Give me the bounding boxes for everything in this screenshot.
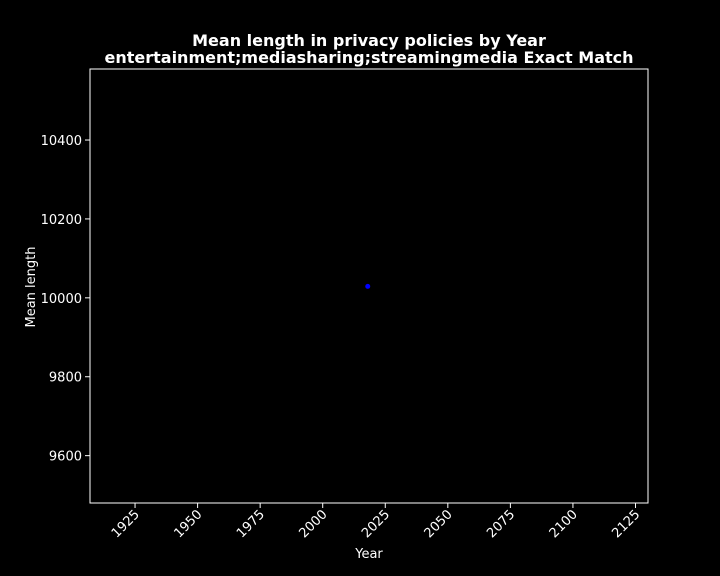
y-tick-label: 9600 — [49, 450, 82, 465]
x-tick-label: 2125 — [609, 507, 643, 541]
chart-title-line-1: Mean length in privacy policies by Year — [192, 31, 546, 50]
x-tick-label: 2025 — [359, 507, 393, 541]
y-axis: 9600 9800 10000 10200 10400 — [41, 134, 90, 465]
x-tick-label: 1975 — [234, 507, 268, 541]
y-axis-label: Mean length — [24, 247, 39, 328]
x-tick-label: 2100 — [547, 507, 581, 541]
y-tick-label: 9800 — [49, 371, 82, 386]
y-tick-label: 10200 — [41, 213, 82, 228]
x-tick-label: 2075 — [484, 507, 518, 541]
x-axis-label: Year — [354, 547, 383, 562]
data-points — [365, 283, 371, 289]
data-point — [365, 283, 371, 289]
x-tick-label: 1925 — [109, 507, 143, 541]
y-tick-label: 10000 — [41, 292, 82, 307]
x-tick-label: 1950 — [171, 507, 205, 541]
y-tick-label: 10400 — [41, 134, 82, 149]
x-axis: 1925 1950 1975 2000 2025 2050 2075 2100 2125 — [109, 503, 643, 541]
x-tick-label: 2050 — [422, 507, 456, 541]
x-tick-label: 2000 — [297, 507, 331, 541]
chart-title-line-2: entertainment;mediasharing;streamingmedi… — [104, 48, 633, 67]
